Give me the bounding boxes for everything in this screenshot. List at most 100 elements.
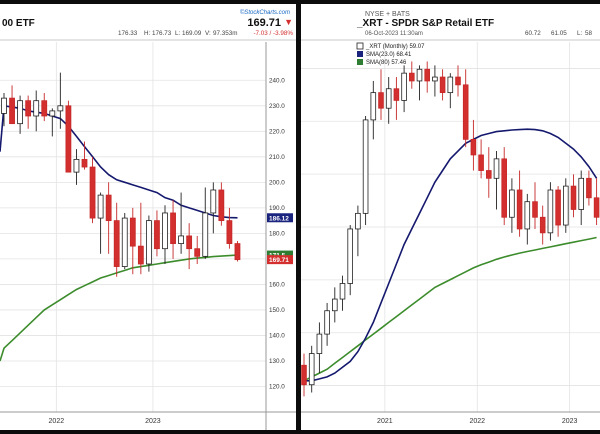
quote-open: 176.33 — [118, 30, 138, 37]
candle — [532, 182, 538, 229]
candle-up — [339, 283, 346, 300]
candle-down — [301, 364, 307, 386]
candle — [393, 77, 400, 120]
candle — [202, 187, 209, 259]
candle — [324, 302, 330, 346]
legend-entry: SMA(23.0) 68.41 — [366, 52, 412, 58]
candle-down — [478, 154, 484, 171]
candle — [89, 156, 96, 224]
candle — [370, 80, 377, 140]
candle — [25, 95, 32, 129]
x-tick-label: 2023 — [145, 418, 161, 425]
candle-down — [439, 76, 446, 94]
y-tick-label: 200.0 — [269, 180, 285, 187]
candle — [462, 69, 469, 148]
legend-swatch — [357, 59, 363, 65]
candle-down — [470, 138, 477, 156]
x-tick-label: 2021 — [377, 418, 393, 425]
chart-right-svg: NYSE + BATS_XRT - SPDR S&P Retail ETF 06-… — [301, 11, 600, 425]
candle-down — [186, 235, 193, 250]
y-tick-label: 140.0 — [269, 333, 285, 340]
quote-high-label: H: — [144, 30, 151, 37]
sma-long-line — [0, 254, 238, 362]
candle — [447, 73, 454, 109]
candle-up — [563, 185, 569, 226]
candle — [547, 182, 554, 241]
candle — [478, 139, 484, 179]
gridlines — [0, 42, 266, 412]
candle — [226, 207, 233, 249]
candle — [17, 95, 23, 134]
candle-up — [324, 310, 330, 335]
sma-short-line — [304, 128, 598, 382]
candle-down — [234, 243, 241, 261]
candle — [486, 147, 492, 198]
candle-up — [578, 177, 584, 210]
candle — [41, 93, 48, 122]
quote-high: 61.05 — [551, 30, 567, 37]
candle-down — [486, 170, 492, 179]
price-tag-box — [267, 255, 293, 265]
candle-up — [97, 194, 104, 219]
candle-down — [455, 76, 461, 86]
price-tag-label: 169.71 — [269, 257, 289, 264]
candle — [378, 69, 384, 120]
quote-volume-label: V: — [205, 30, 211, 37]
candle — [516, 170, 523, 237]
x-tick-label: 2022 — [469, 418, 485, 425]
candle-down — [105, 194, 112, 222]
candle — [218, 182, 225, 226]
candle-up — [355, 212, 361, 230]
candle-down — [194, 248, 201, 257]
candle — [178, 192, 184, 254]
candle-up — [308, 353, 315, 386]
candle-down — [424, 68, 430, 82]
quote-change: -7.03 / -3.98% — [253, 30, 293, 37]
candle — [509, 178, 515, 233]
candle — [362, 116, 369, 226]
candle-up — [524, 201, 531, 230]
candle — [493, 151, 500, 210]
price-tag-box — [267, 250, 293, 260]
candle-down — [218, 189, 225, 222]
candle — [470, 119, 477, 171]
candle-down — [170, 212, 176, 244]
candle — [539, 205, 546, 245]
candle — [570, 174, 577, 218]
candle — [339, 275, 346, 311]
candle — [501, 147, 507, 226]
candle-down — [137, 245, 144, 265]
candle — [57, 72, 64, 129]
candle — [578, 170, 584, 226]
candle — [524, 193, 531, 245]
sma-short-line — [0, 104, 238, 219]
candle-down — [393, 88, 400, 101]
y-tick-label: 190.0 — [269, 205, 285, 212]
candle-down — [113, 220, 120, 267]
price-tag-label: 186.12 — [269, 215, 289, 222]
candle — [234, 241, 241, 262]
candle — [33, 90, 40, 132]
candle — [401, 65, 407, 113]
x-tick-label: 2022 — [49, 418, 65, 425]
candle-up — [385, 88, 392, 109]
quote-low-label: L: — [175, 30, 181, 37]
candle-up — [57, 105, 64, 112]
candle — [81, 141, 88, 170]
candle-up — [362, 119, 369, 214]
candle — [316, 322, 323, 374]
candle-up — [146, 220, 152, 265]
y-tick-label: 230.0 — [269, 103, 285, 110]
legend-swatch — [357, 51, 363, 57]
candle-down — [555, 189, 561, 226]
candle — [432, 65, 438, 97]
candle-down — [593, 197, 600, 218]
candle-down — [41, 100, 48, 117]
candle-down — [532, 201, 538, 218]
candle — [301, 353, 307, 397]
candle-up — [178, 235, 184, 244]
chart-title: _XRT - SPDR S&P Retail ETF — [356, 18, 494, 29]
candle-down — [409, 72, 415, 82]
candle — [170, 200, 176, 259]
